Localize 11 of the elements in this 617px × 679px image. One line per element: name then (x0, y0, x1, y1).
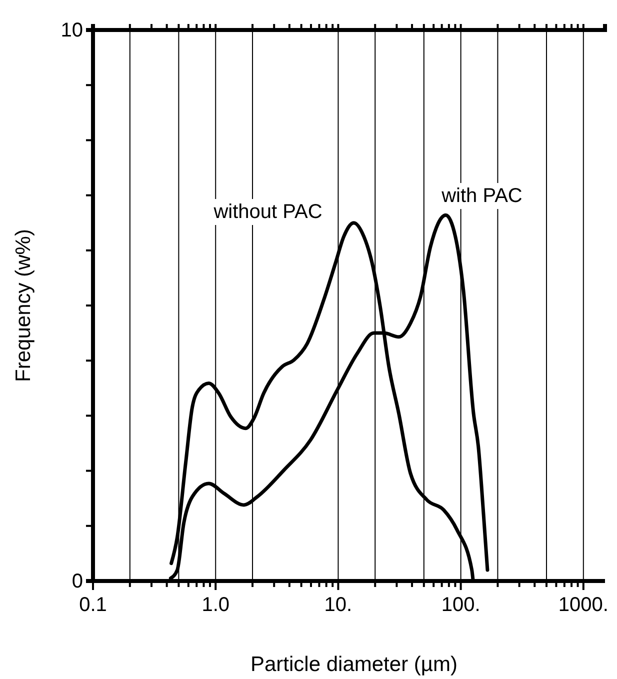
y-tick-label: 10 (60, 19, 83, 42)
x-tick-label: 10. (324, 594, 352, 616)
x-tick-label: 0.1 (79, 594, 107, 616)
y-tick-label: 0 (72, 570, 83, 592)
x-axis-title: Particle diameter (µm) (250, 653, 458, 676)
x-tick-label: 1000. (558, 594, 608, 616)
series-label: without PAC (212, 201, 322, 223)
series-label: with PAC (440, 185, 522, 207)
x-tick-label: 100. (441, 594, 480, 616)
y-axis-title: Frequency (w%) (12, 229, 35, 382)
x-tick-label: 1.0 (202, 594, 230, 616)
